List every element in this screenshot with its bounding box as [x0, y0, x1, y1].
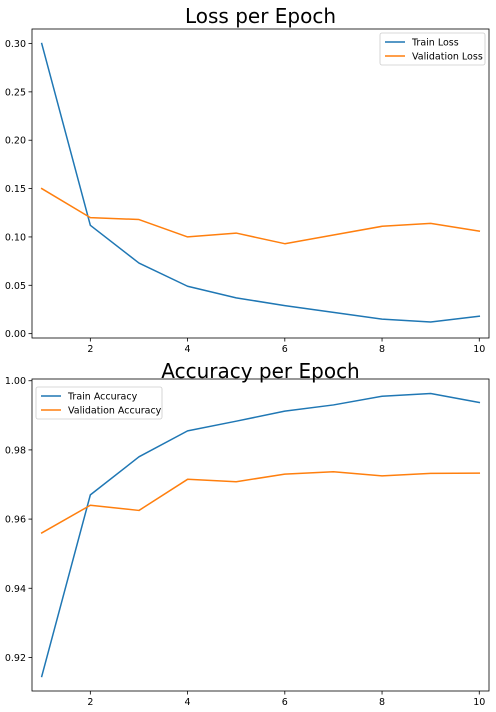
accuracy-chart-ticks: 2 4 6 8 10 0.92 0.94 0.96 0.98 1.00 [5, 376, 485, 708]
accuracy-y-tick-label: 0.94 [5, 584, 26, 595]
loss-y-tick-label: 0.25 [5, 87, 26, 98]
accuracy-legend-box [35, 386, 163, 420]
train-accuracy-line [40, 392, 481, 678]
accuracy-chart-legend: Train Accuracy Validation Accuracy [35, 386, 163, 420]
train-loss-line [40, 42, 481, 323]
loss-x-tick-label: 8 [379, 344, 385, 355]
accuracy-y-tick-label: 0.98 [5, 445, 26, 456]
loss-y-tick-label: 0.15 [5, 184, 26, 195]
loss-chart-ticks: 2 4 6 8 10 0.00 0.05 0.10 0.15 0.20 0.25 0.30 [5, 39, 485, 355]
accuracy-y-tick-label: 0.92 [5, 653, 26, 664]
accuracy-x-tick-label: 6 [282, 697, 288, 708]
loss-chart-title: Loss per Epoch [185, 4, 336, 28]
accuracy-y-tick-label: 0.96 [5, 515, 26, 526]
accuracy-y-tick-label: 1.00 [5, 376, 26, 387]
validation-loss-legend-label: Validation Loss [412, 52, 483, 63]
loss-y-tick-label: 0.00 [5, 329, 26, 340]
loss-chart-series [40, 42, 481, 323]
validation-accuracy-line [40, 470, 481, 534]
accuracy-x-tick-label: 2 [87, 697, 93, 708]
loss-y-tick-label: 0.05 [5, 281, 26, 292]
loss-y-tick-label: 0.30 [5, 39, 26, 50]
accuracy-chart-series [40, 392, 481, 678]
accuracy-chart-axes-frame [31, 378, 490, 692]
loss-x-tick-label: 2 [87, 344, 93, 355]
loss-x-tick-label: 6 [282, 344, 288, 355]
accuracy-x-tick-label: 10 [473, 697, 485, 708]
validation-accuracy-legend-label: Validation Accuracy [68, 406, 162, 417]
accuracy-x-tick-label: 8 [379, 697, 385, 708]
loss-chart-legend: Train Loss Validation Loss [379, 32, 486, 66]
loss-legend-box [379, 32, 486, 66]
loss-y-tick-label: 0.20 [5, 136, 26, 147]
loss-chart-axes-frame [31, 28, 490, 339]
validation-loss-line [40, 187, 481, 245]
train-accuracy-legend-label: Train Accuracy [67, 392, 138, 403]
train-loss-legend-label: Train Loss [411, 38, 459, 49]
accuracy-x-tick-label: 4 [185, 697, 191, 708]
accuracy-chart: Accuracy per Epoch 2 4 6 8 100.920.940.960.9… [5, 359, 490, 708]
loss-y-tick-label: 0.10 [5, 232, 26, 243]
loss-x-tick-label: 4 [185, 344, 191, 355]
loss-chart: Loss per Epoch 2 4 6 8 10 0.00 0.05 0.10 0.15 0.2… [5, 4, 490, 355]
loss-x-tick-label: 10 [473, 344, 485, 355]
